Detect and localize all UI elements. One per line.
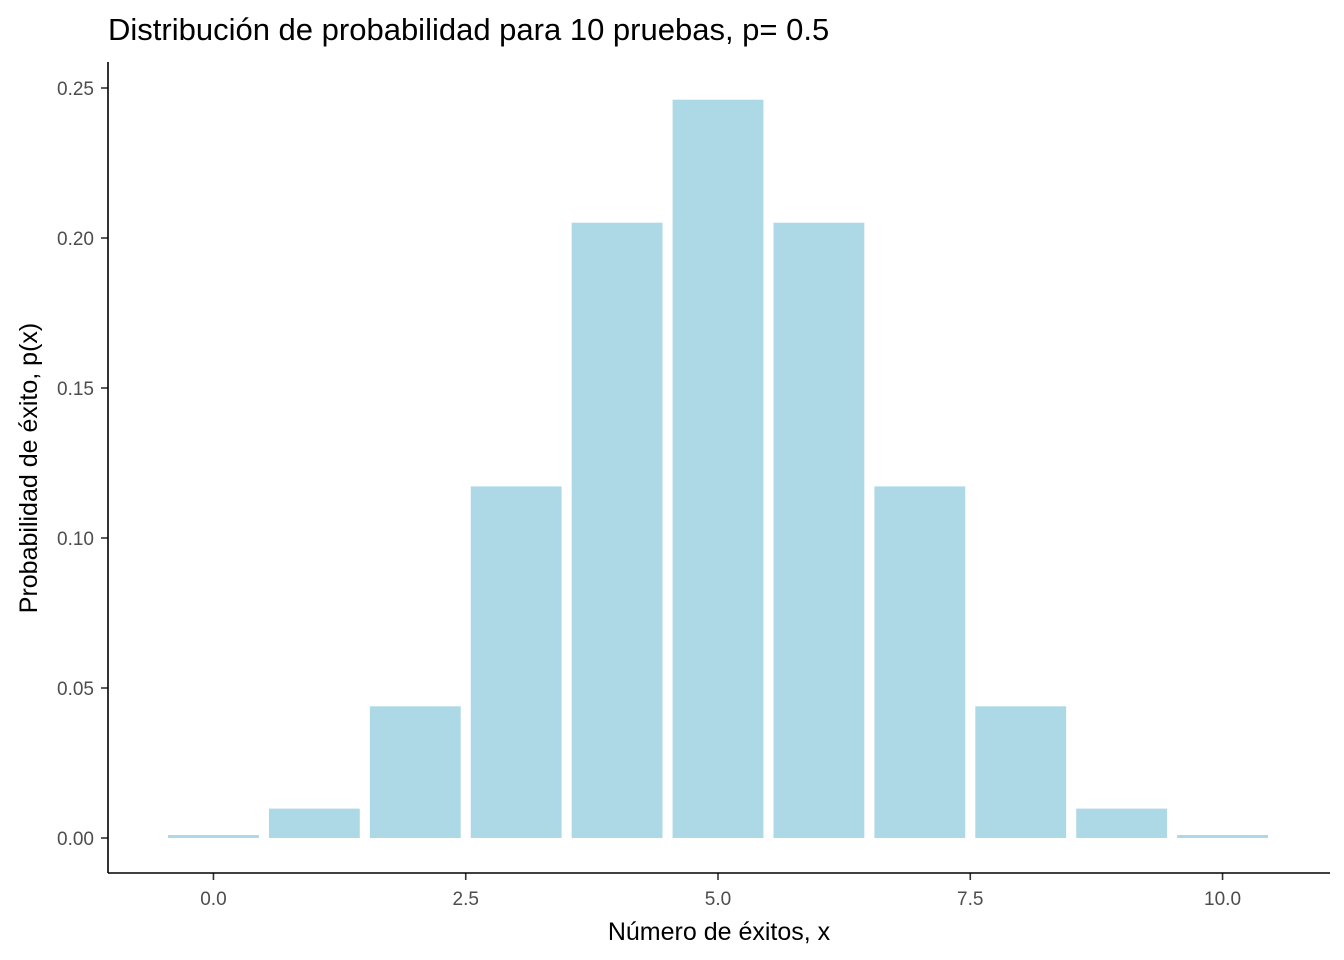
y-tick-label: 0.15: [57, 379, 94, 400]
bar-x-7: [874, 486, 966, 838]
bar-x-8: [975, 706, 1067, 838]
x-tick-label: 0.0: [200, 889, 226, 910]
chart-title: Distribución de probabilidad para 10 pru…: [108, 12, 829, 47]
x-tick-label: 7.5: [957, 889, 983, 910]
x-axis-ticks: 0.0 2.5 5.0 7.5 10.0: [200, 873, 1241, 910]
bar-x-9: [1076, 808, 1168, 838]
bar-x-2: [369, 706, 461, 838]
x-axis-title: Número de éxitos, x: [608, 918, 831, 946]
y-tick-label: 0.00: [57, 829, 94, 850]
y-tick-label: 0.25: [57, 79, 94, 100]
bars-group: [168, 99, 1268, 838]
x-tick-label: 10.0: [1204, 889, 1241, 910]
bar-x-6: [773, 222, 865, 838]
y-tick-label: 0.10: [57, 529, 94, 550]
y-axis-title: Probabilidad de éxito, p(x): [15, 323, 43, 613]
bar-x-3: [470, 486, 562, 838]
bar-x-1: [268, 808, 360, 838]
y-tick-label: 0.05: [57, 679, 94, 700]
x-tick-label: 5.0: [705, 889, 731, 910]
bar-x-4: [571, 222, 663, 838]
bar-x-10: [1177, 835, 1268, 838]
bar-x-0: [168, 835, 259, 838]
bar-x-5: [672, 99, 764, 838]
y-tick-label: 0.20: [57, 229, 94, 250]
y-axis-ticks: 0.00 0.05 0.10 0.15 0.20 0.25: [57, 79, 108, 850]
x-tick-label: 2.5: [453, 889, 479, 910]
